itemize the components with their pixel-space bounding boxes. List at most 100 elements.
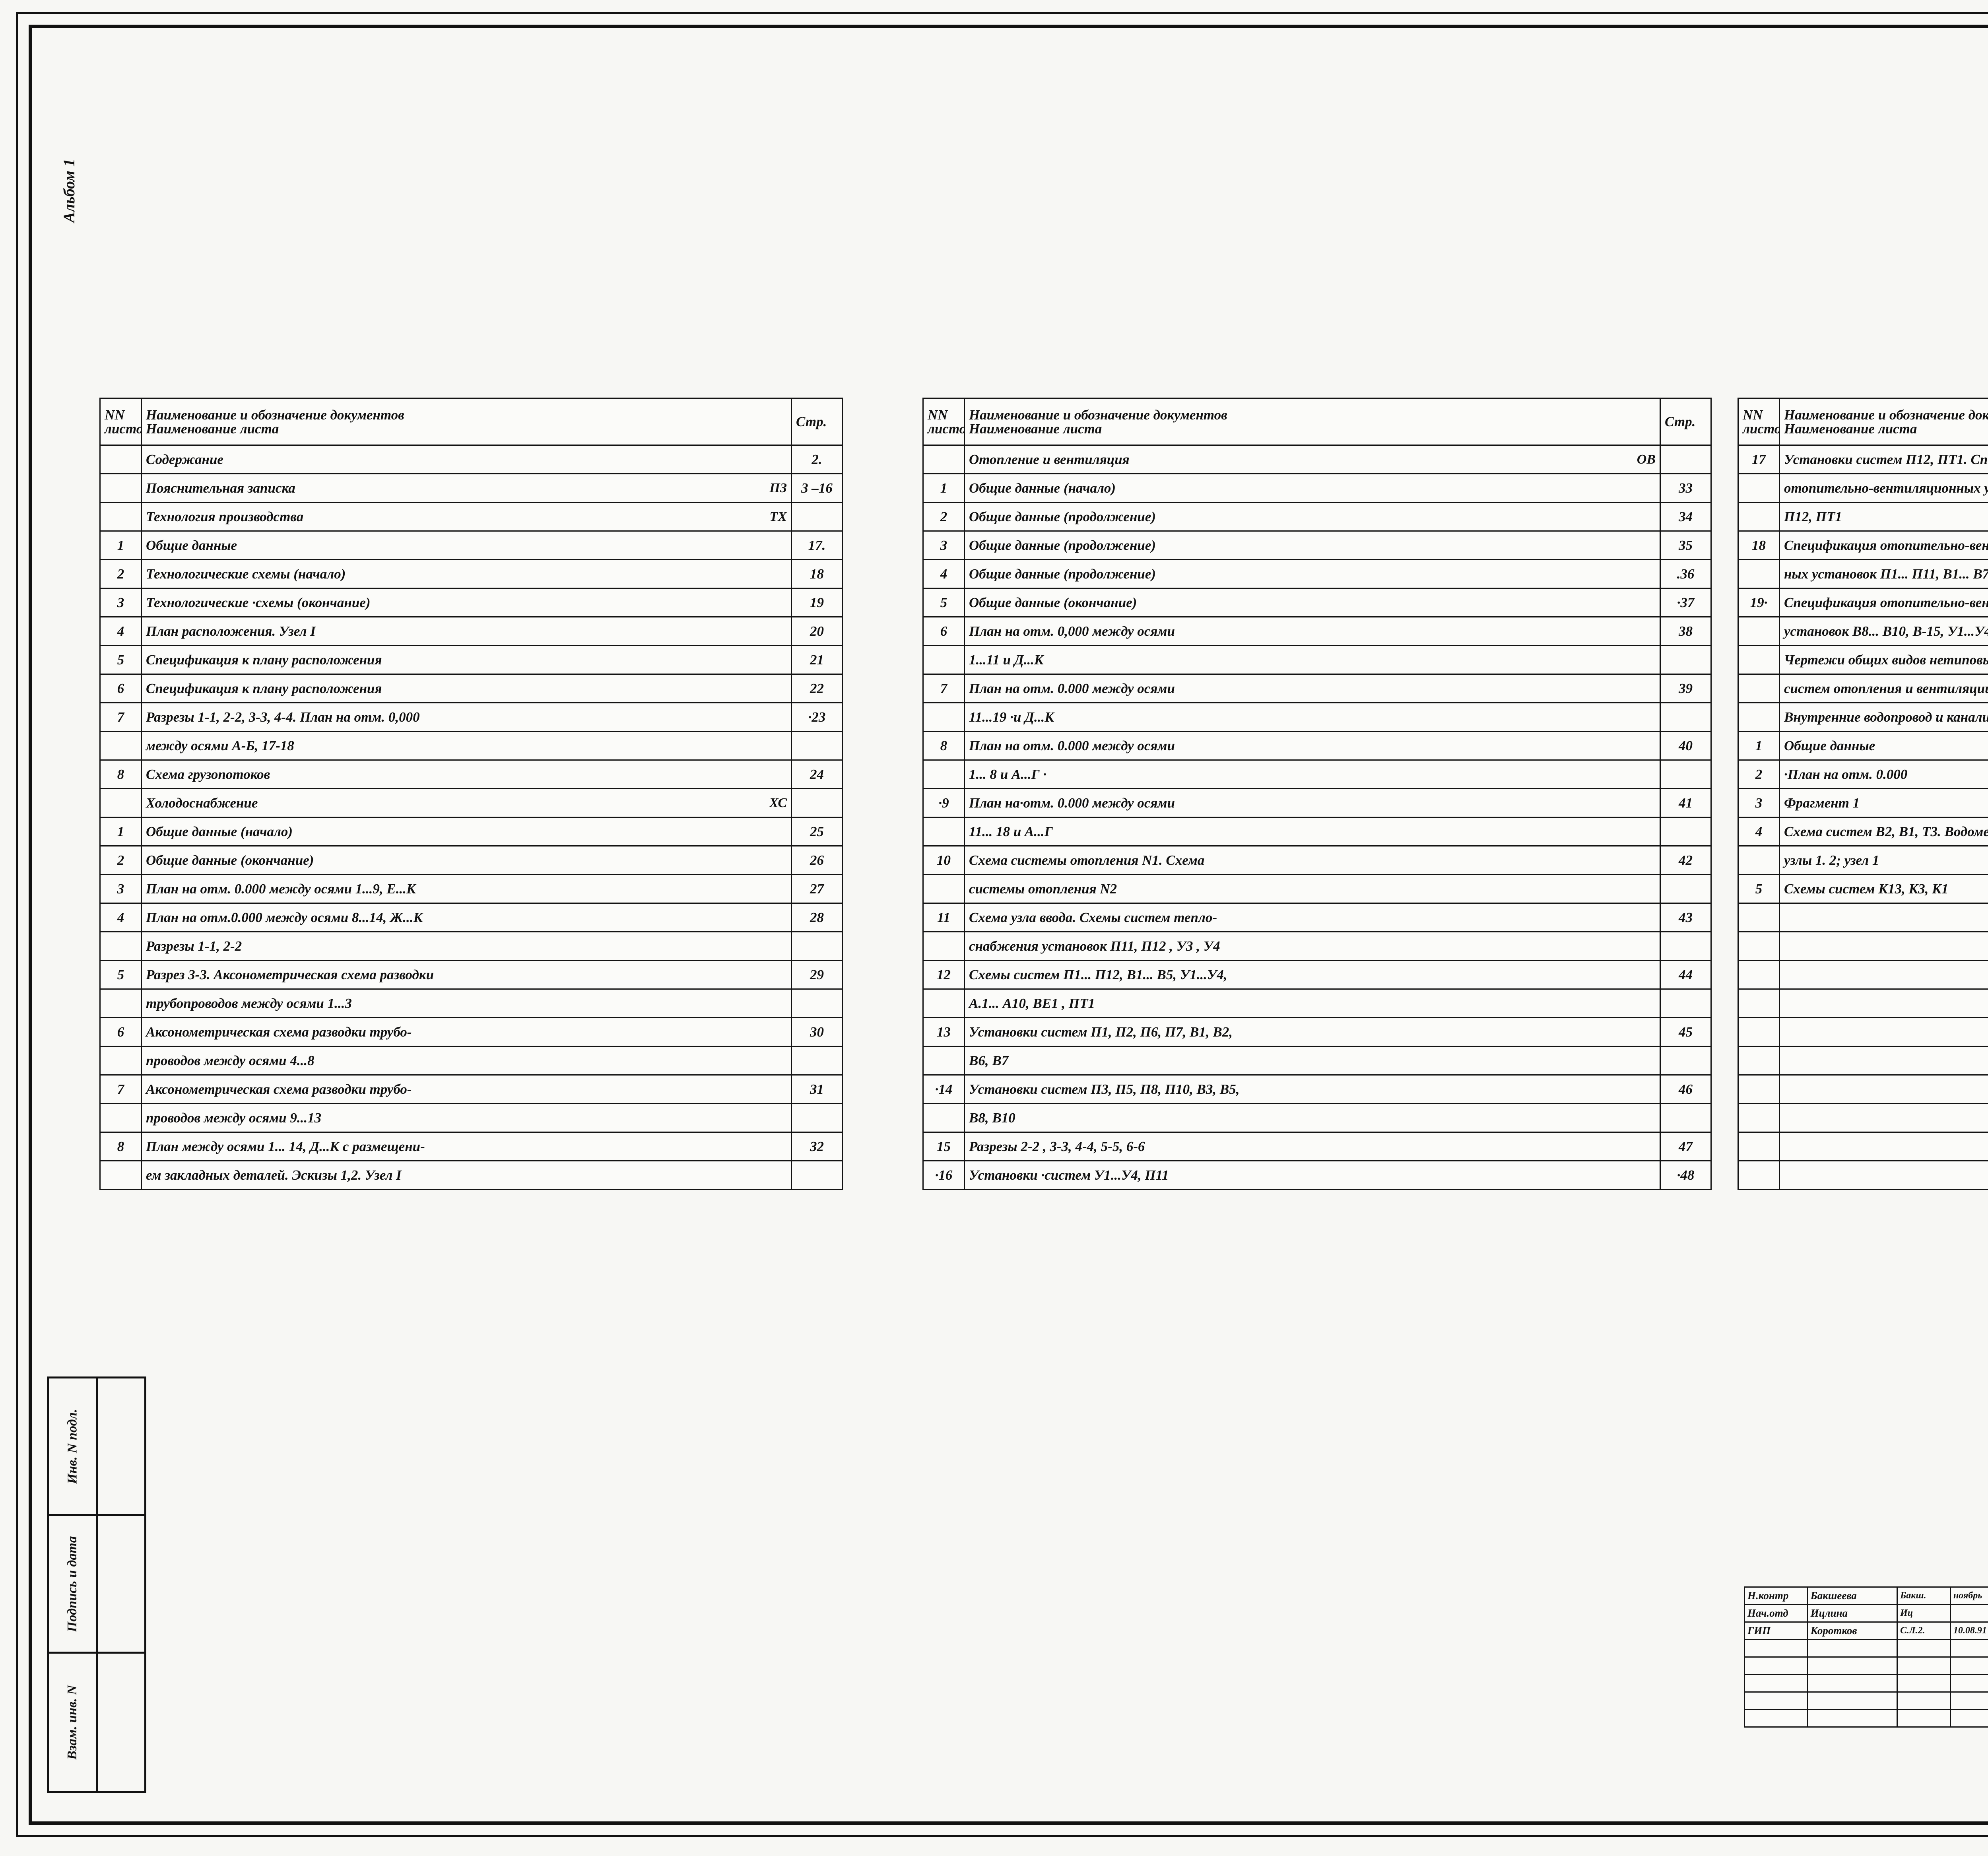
toc-row[interactable]: ных установок П1... П11, В1... В7 — [1738, 559, 1988, 589]
toc-row[interactable] — [1738, 903, 1988, 932]
toc-row[interactable]: 13 Установки систем П1, П2, П6, П7, В1, В… — [922, 1017, 1712, 1047]
toc-row[interactable]: 1...11 и Д...К — [922, 645, 1712, 675]
toc-row-sheet-number: 3 — [1738, 788, 1780, 818]
toc-row[interactable] — [1738, 960, 1988, 990]
toc-row[interactable]: 11... 18 и А...Г — [922, 817, 1712, 846]
header-sheet-count: NNлистов — [99, 398, 142, 446]
toc-row[interactable]: П12, ПТ1 — [1738, 502, 1988, 532]
toc-row[interactable]: А.1... А10, ВЕ1 , ПТ1 — [922, 988, 1712, 1018]
toc-row[interactable]: установок В8... В10, В-15, У1...У4 — [1738, 616, 1988, 646]
toc-row[interactable]: Чертежи общих видов нетиповых конструкци… — [1738, 645, 1988, 675]
toc-row[interactable]: Внутренние водопровод и канализацияВК — [1738, 702, 1988, 732]
toc-row[interactable]: В6, В7 — [922, 1046, 1712, 1076]
toc-row[interactable]: 2 Общие данные (окончание) 26 — [99, 845, 843, 875]
toc-row[interactable]: 3 Общие данные (продолжение) 35 — [922, 530, 1712, 560]
toc-row-name-text: проводов между осями 9...13 — [146, 1110, 322, 1126]
toc-row[interactable]: Разрезы 1-1, 2-2 — [99, 931, 843, 961]
toc-row[interactable]: 2·План на отм. 0.00055 — [1738, 759, 1988, 789]
toc-row[interactable]: Холодоснабжение ХС — [99, 788, 843, 818]
toc-row[interactable]: 2 Технологические схемы (начало) 18 — [99, 559, 843, 589]
toc-row[interactable] — [1738, 1074, 1988, 1104]
toc-row-name-text: узлы 1. 2; узел 1 — [1784, 852, 1879, 868]
toc-row-name: Отопление и вентиляция ОВ — [964, 445, 1661, 474]
toc-row[interactable]: 5 Общие данные (окончание) ·37 — [922, 588, 1712, 617]
toc-row[interactable]: проводов между осями 9...13 — [99, 1103, 843, 1133]
toc-row-page — [791, 502, 843, 532]
toc-row[interactable]: ем закладных деталей. Эскизы 1,2. Узел I — [99, 1160, 843, 1190]
toc-row[interactable]: ·16 Установки ·систем У1...У4, П11 ·48 — [922, 1160, 1712, 1190]
toc-row[interactable]: 4 Общие данные (продолжение) .36 — [922, 559, 1712, 589]
toc-row-sheet-number — [1738, 1160, 1780, 1190]
toc-row[interactable] — [1738, 1103, 1988, 1133]
toc-row[interactable]: 6 Аксонометрическая схема разводки трубо-… — [99, 1017, 843, 1047]
toc-row[interactable]: 1 Общие данные (начало) 33 — [922, 473, 1712, 503]
toc-row[interactable] — [1738, 1046, 1988, 1076]
toc-row[interactable]: 8 План на отм. 0.000 между осями 40 — [922, 731, 1712, 761]
toc-row[interactable]: 1... 8 и А...Г · — [922, 759, 1712, 789]
toc-row[interactable]: 2 Общие данные (продолжение) 34 — [922, 502, 1712, 532]
approval-row: Н.контр Бакшеева Бакш. ноябрь — [1744, 1586, 1988, 1605]
toc-row[interactable]: снабжения установок П11, П12 , У3 , У4 — [922, 931, 1712, 961]
toc-row[interactable]: ·14 Установки систем П3, П5, П8, П10, В3,… — [922, 1074, 1712, 1104]
toc-row-sheet-number — [922, 645, 965, 675]
toc-row[interactable]: 5 Спецификация к плану расположения 21 — [99, 645, 843, 675]
toc-row[interactable]: Отопление и вентиляция ОВ — [922, 445, 1712, 474]
toc-header-row: NNлистовНаименование и обозначение докум… — [99, 398, 843, 446]
toc-row[interactable] — [1738, 931, 1988, 961]
toc-row[interactable]: 3 План на отм. 0.000 между осями 1...9, Е… — [99, 874, 843, 904]
toc-row[interactable]: отопительно-вентиляционных установок — [1738, 473, 1988, 503]
toc-row-name-text: между осями А-Б, 17-18 — [146, 738, 294, 753]
toc-row-page: 22 — [791, 674, 843, 703]
toc-row-page — [791, 988, 843, 1018]
toc-row[interactable] — [1738, 988, 1988, 1018]
toc-row[interactable]: 3 Технологические ·схемы (окончание) 19 — [99, 588, 843, 617]
toc-row[interactable]: 12 Схемы систем П1... П12, В1... В5, У1..… — [922, 960, 1712, 990]
toc-row[interactable]: 11...19 ·и Д...К — [922, 702, 1712, 732]
toc-row-name: А.1... А10, ВЕ1 , ПТ1 — [964, 988, 1661, 1018]
toc-row[interactable]: Пояснительная записка ПЗ 3 –16 — [99, 473, 843, 503]
toc-row[interactable]: 6 Спецификация к плану расположения 22 — [99, 674, 843, 703]
toc-row-page — [1660, 445, 1712, 474]
toc-row[interactable] — [1738, 1160, 1988, 1190]
toc-row[interactable]: 5 Разрез 3-3. Аксонометрическая схема раз… — [99, 960, 843, 990]
toc-row[interactable]: 4 План расположения. Узел I 20 — [99, 616, 843, 646]
toc-row[interactable]: систем отопления и вентиляцииОВН52,53 — [1738, 674, 1988, 703]
toc-row[interactable]: трубопроводов между осями 1...3 — [99, 988, 843, 1018]
toc-row-name: План расположения. Узел I — [141, 616, 792, 646]
toc-row[interactable]: 7 План на отм. 0.000 между осями 39 — [922, 674, 1712, 703]
toc-row[interactable]: Технология производства ТХ — [99, 502, 843, 532]
toc-row[interactable]: 10 Схема системы отопления N1. Схема 42 — [922, 845, 1712, 875]
toc-row[interactable]: узлы 1. 2; узел 1 — [1738, 845, 1988, 875]
toc-row[interactable]: 7 Разрезы 1-1, 2-2, 3-3, 4-4. План на отм… — [99, 702, 843, 732]
toc-row[interactable]: 1 Общие данные (начало) 25 — [99, 817, 843, 846]
toc-row[interactable]: 8 Схема грузопотоков 24 — [99, 759, 843, 789]
toc-row-name: Холодоснабжение ХС — [141, 788, 792, 818]
toc-row[interactable] — [1738, 1132, 1988, 1161]
approval-blank-cell — [1807, 1709, 1898, 1728]
toc-row[interactable]: проводов между осями 4...8 — [99, 1046, 843, 1076]
toc-row[interactable]: 6 План на отм. 0,000 между осями 38 — [922, 616, 1712, 646]
toc-row[interactable]: 15 Разрезы 2-2 , 3-3, 4-4, 5-5, 6-6 47 — [922, 1132, 1712, 1161]
toc-row[interactable]: 7 Аксонометрическая схема разводки трубо-… — [99, 1074, 843, 1104]
toc-row-page — [791, 731, 843, 761]
toc-row[interactable]: 1 Общие данные 17. — [99, 530, 843, 560]
toc-row[interactable]: системы отопления N2 — [922, 874, 1712, 904]
toc-row[interactable]: 19· Спецификация отопительно-вентиляционн… — [1738, 588, 1988, 617]
toc-row[interactable]: между осями А-Б, 17-18 — [99, 731, 843, 761]
toc-row[interactable]: 8 План между осями 1... 14, Д...К с разме… — [99, 1132, 843, 1161]
toc-row[interactable]: Содержание 2. — [99, 445, 843, 474]
toc-row[interactable]: ·9 План на·отм. 0.000 между осями 41 — [922, 788, 1712, 818]
toc-row-name: Технологические ·схемы (окончание) — [141, 588, 792, 617]
toc-row[interactable]: 11 Схема узла ввода. Схемы систем тепло- 4… — [922, 903, 1712, 932]
toc-row[interactable] — [1738, 1017, 1988, 1047]
toc-row[interactable]: 4 План на отм.0.000 между осями 8...14, Ж… — [99, 903, 843, 932]
toc-row[interactable]: В8, В10 — [922, 1103, 1712, 1133]
toc-row[interactable]: 17 Установки систем П12, ПТ1. Спецификаци… — [1738, 445, 1988, 474]
toc-row-name: Общие данные (продолжение) — [964, 502, 1661, 532]
